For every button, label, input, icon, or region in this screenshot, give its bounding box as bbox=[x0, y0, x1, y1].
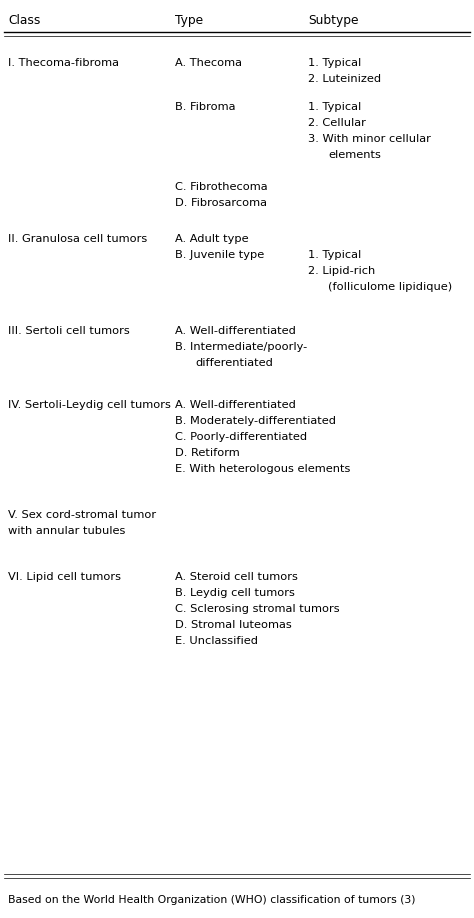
Text: A. Well-differentiated: A. Well-differentiated bbox=[175, 326, 296, 336]
Text: 1. Typical: 1. Typical bbox=[308, 102, 361, 112]
Text: C. Fibrothecoma: C. Fibrothecoma bbox=[175, 182, 268, 192]
Text: D. Stromal luteomas: D. Stromal luteomas bbox=[175, 620, 292, 630]
Text: E. Unclassified: E. Unclassified bbox=[175, 636, 258, 646]
Text: 2. Luteinized: 2. Luteinized bbox=[308, 74, 381, 84]
Text: D. Fibrosarcoma: D. Fibrosarcoma bbox=[175, 198, 267, 208]
Text: 3. With minor cellular: 3. With minor cellular bbox=[308, 134, 431, 144]
Text: I. Thecoma-fibroma: I. Thecoma-fibroma bbox=[8, 58, 119, 68]
Text: B. Juvenile type: B. Juvenile type bbox=[175, 250, 264, 260]
Text: Based on the World Health Organization (WHO) classification of tumors (3): Based on the World Health Organization (… bbox=[8, 895, 416, 905]
Text: Subtype: Subtype bbox=[308, 14, 358, 27]
Text: (folliculome lipidique): (folliculome lipidique) bbox=[328, 282, 452, 292]
Text: Type: Type bbox=[175, 14, 203, 27]
Text: A. Thecoma: A. Thecoma bbox=[175, 58, 242, 68]
Text: C. Sclerosing stromal tumors: C. Sclerosing stromal tumors bbox=[175, 604, 340, 614]
Text: B. Intermediate/poorly-: B. Intermediate/poorly- bbox=[175, 342, 307, 352]
Text: B. Moderately-differentiated: B. Moderately-differentiated bbox=[175, 416, 336, 426]
Text: V. Sex cord-stromal tumor: V. Sex cord-stromal tumor bbox=[8, 510, 156, 520]
Text: A. Adult type: A. Adult type bbox=[175, 234, 249, 244]
Text: C. Poorly-differentiated: C. Poorly-differentiated bbox=[175, 432, 307, 442]
Text: E. With heterologous elements: E. With heterologous elements bbox=[175, 464, 350, 474]
Text: with annular tubules: with annular tubules bbox=[8, 526, 126, 536]
Text: 2. Lipid-rich: 2. Lipid-rich bbox=[308, 266, 375, 276]
Text: II. Granulosa cell tumors: II. Granulosa cell tumors bbox=[8, 234, 147, 244]
Text: 2. Cellular: 2. Cellular bbox=[308, 118, 366, 128]
Text: 1. Typical: 1. Typical bbox=[308, 250, 361, 260]
Text: IV. Sertoli-Leydig cell tumors: IV. Sertoli-Leydig cell tumors bbox=[8, 400, 171, 410]
Text: D. Retiform: D. Retiform bbox=[175, 448, 240, 458]
Text: VI. Lipid cell tumors: VI. Lipid cell tumors bbox=[8, 572, 121, 582]
Text: III. Sertoli cell tumors: III. Sertoli cell tumors bbox=[8, 326, 130, 336]
Text: A. Well-differentiated: A. Well-differentiated bbox=[175, 400, 296, 410]
Text: B. Leydig cell tumors: B. Leydig cell tumors bbox=[175, 588, 295, 598]
Text: B. Fibroma: B. Fibroma bbox=[175, 102, 236, 112]
Text: elements: elements bbox=[328, 150, 381, 160]
Text: A. Steroid cell tumors: A. Steroid cell tumors bbox=[175, 572, 298, 582]
Text: 1. Typical: 1. Typical bbox=[308, 58, 361, 68]
Text: differentiated: differentiated bbox=[195, 358, 273, 368]
Text: Class: Class bbox=[8, 14, 40, 27]
